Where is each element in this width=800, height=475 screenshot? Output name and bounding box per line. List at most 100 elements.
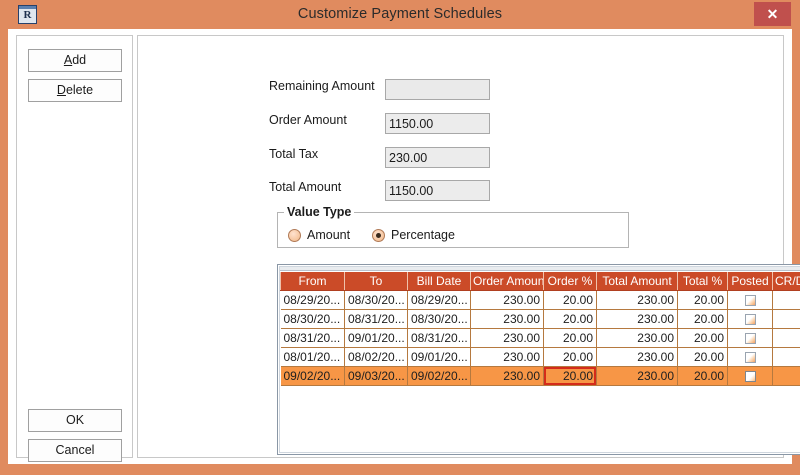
table-row[interactable]: 08/30/20... 08/31/20... 08/30/20... 230.00 2… <box>280 309 800 329</box>
cell-order-amount[interactable]: 230.00 <box>470 347 544 367</box>
table-row[interactable]: 08/29/20... 08/30/20... 08/29/20... 230.00 2… <box>280 290 800 310</box>
cell-focus-ring <box>544 367 596 385</box>
table-row[interactable]: 09/02/20... 09/03/20... 09/02/20... 230.00 2… <box>280 366 800 386</box>
value-type-title: Value Type <box>284 205 355 219</box>
order-amount-label: Order Amount <box>269 113 347 127</box>
payment-schedule-grid: From To Bill Date Order Amount Order % T… <box>277 264 800 455</box>
col-order-amount[interactable]: Order Amount <box>470 272 544 291</box>
grid-top-strip <box>280 267 800 271</box>
total-amount-label: Total Amount <box>269 180 342 194</box>
cell-order-pct[interactable]: 20.00 <box>543 347 597 367</box>
cell-from[interactable]: 08/29/20... <box>280 290 345 310</box>
cancel-button[interactable]: Cancel <box>28 439 122 462</box>
cell-total-pct[interactable]: 20.00 <box>677 328 728 348</box>
total-amount-input[interactable] <box>385 180 490 201</box>
total-tax-input[interactable] <box>385 147 490 168</box>
total-tax-label: Total Tax <box>269 147 319 161</box>
table-body: 08/29/20... 08/30/20... 08/29/20... 230.00 2… <box>280 290 800 386</box>
cell-from[interactable]: 08/31/20... <box>280 328 345 348</box>
radio-percentage[interactable]: Percentage <box>372 226 455 244</box>
cell-total-amount[interactable]: 230.00 <box>596 290 678 310</box>
app-icon-glyph: R <box>23 9 32 21</box>
radio-percentage-icon <box>372 228 385 242</box>
delete-button[interactable]: Delete <box>28 79 122 102</box>
window-title: Customize Payment Schedules <box>297 6 503 22</box>
cell-order-pct[interactable]: 20.00 <box>543 290 597 310</box>
cell-to[interactable]: 08/02/20... <box>344 347 408 367</box>
cell-bill-date[interactable]: 09/02/20... <box>407 366 471 386</box>
cell-from[interactable]: 09/02/20... <box>280 366 345 386</box>
cell-posted[interactable] <box>727 309 773 329</box>
ok-button[interactable]: OK <box>28 409 122 432</box>
cell-to[interactable]: 08/30/20... <box>344 290 408 310</box>
cell-to[interactable]: 09/01/20... <box>344 328 408 348</box>
col-crdb-amount[interactable]: CR/DB Amount <box>772 272 800 291</box>
add-button[interactable]: Add <box>28 49 122 72</box>
radio-amount-label: Amount <box>307 228 351 242</box>
radio-amount[interactable]: Amount <box>288 226 350 244</box>
cell-order-pct[interactable]: 20.00 <box>543 328 597 348</box>
remaining-amount-input[interactable] <box>385 79 490 100</box>
cell-posted[interactable] <box>727 366 773 386</box>
cell-crdb-amount[interactable] <box>772 328 800 348</box>
cell-to[interactable]: 08/31/20... <box>344 309 408 329</box>
cell-total-amount[interactable]: 230.00 <box>596 366 678 386</box>
table-header-row: From To Bill Date Order Amount Order % T… <box>280 272 800 291</box>
cell-order-pct[interactable]: 20.00 <box>543 309 597 329</box>
cell-bill-date[interactable]: 08/29/20... <box>407 290 471 310</box>
col-total-amount[interactable]: Total Amount <box>596 272 678 291</box>
posted-checkbox[interactable] <box>744 294 756 306</box>
col-bill-date[interactable]: Bill Date <box>407 272 471 291</box>
cell-crdb-amount[interactable] <box>772 347 800 367</box>
col-to[interactable]: To <box>344 272 408 291</box>
radio-percentage-label: Percentage <box>391 228 455 242</box>
cell-order-amount[interactable]: 230.00 <box>470 328 544 348</box>
cell-from[interactable]: 08/01/20... <box>280 347 345 367</box>
radio-amount-icon <box>288 228 301 242</box>
cell-crdb-amount[interactable] <box>772 309 800 329</box>
col-from[interactable]: From <box>280 272 345 291</box>
content-panel: Remaining Amount Order Amount Total Tax … <box>137 35 800 458</box>
cell-from[interactable]: 08/30/20... <box>280 309 345 329</box>
cell-order-pct[interactable]: 20.00 <box>543 366 597 386</box>
cell-bill-date[interactable]: 08/31/20... <box>407 328 471 348</box>
title-bar: R Customize Payment Schedules ✕ <box>0 0 800 29</box>
posted-checkbox[interactable] <box>744 370 756 382</box>
cell-bill-date[interactable]: 09/01/20... <box>407 347 471 367</box>
schedule-table: From To Bill Date Order Amount Order % T… <box>280 272 800 386</box>
app-icon: R <box>18 5 37 24</box>
posted-checkbox[interactable] <box>744 332 756 344</box>
cell-posted[interactable] <box>727 347 773 367</box>
cell-total-pct[interactable]: 20.00 <box>677 347 728 367</box>
cell-total-pct[interactable]: 20.00 <box>677 366 728 386</box>
app-icon-bar <box>19 6 36 9</box>
order-amount-input[interactable] <box>385 113 490 134</box>
left-button-panel: Add Delete OK Cancel <box>16 35 133 462</box>
posted-checkbox[interactable] <box>744 313 756 325</box>
cell-order-amount[interactable]: 230.00 <box>470 309 544 329</box>
cell-total-pct[interactable]: 20.00 <box>677 309 728 329</box>
cell-total-amount[interactable]: 230.00 <box>596 347 678 367</box>
cell-crdb-amount[interactable] <box>772 366 800 386</box>
cell-order-amount[interactable]: 230.00 <box>470 290 544 310</box>
col-order-pct[interactable]: Order % <box>543 272 597 291</box>
table-row[interactable]: 08/01/20... 08/02/20... 09/01/20... 230.00 2… <box>280 347 800 367</box>
cell-order-amount[interactable]: 230.00 <box>470 366 544 386</box>
cell-posted[interactable] <box>727 328 773 348</box>
cell-to[interactable]: 09/03/20... <box>344 366 408 386</box>
cell-crdb-amount[interactable] <box>772 290 800 310</box>
col-total-pct[interactable]: Total % <box>677 272 728 291</box>
cell-total-amount[interactable]: 230.00 <box>596 328 678 348</box>
posted-checkbox[interactable] <box>744 351 756 363</box>
remaining-amount-label: Remaining Amount <box>269 79 375 93</box>
close-icon[interactable]: ✕ <box>754 2 791 26</box>
col-posted[interactable]: Posted <box>727 272 773 291</box>
grid-viewport[interactable]: From To Bill Date Order Amount Order % T… <box>279 266 800 453</box>
cell-posted[interactable] <box>727 290 773 310</box>
table-row[interactable]: 08/31/20... 09/01/20... 08/31/20... 230.00 2… <box>280 328 800 348</box>
cell-bill-date[interactable]: 08/30/20... <box>407 309 471 329</box>
dialog-client-area: Add Delete OK Cancel Remaining Amount Or… <box>8 29 800 464</box>
cell-total-amount[interactable]: 230.00 <box>596 309 678 329</box>
cell-total-pct[interactable]: 20.00 <box>677 290 728 310</box>
